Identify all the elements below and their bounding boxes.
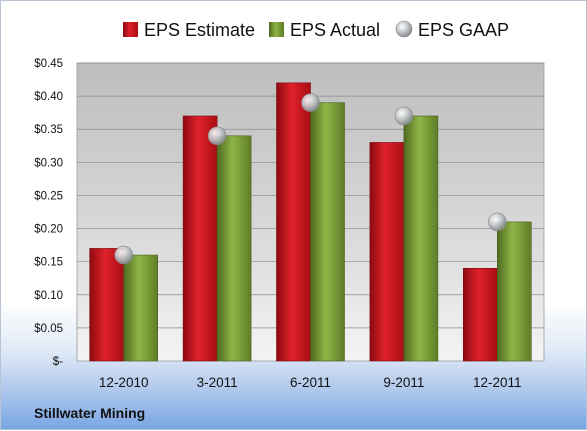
point-eps-gaap bbox=[301, 93, 320, 113]
legend: EPS Estimate EPS Actual EPS GAAP bbox=[123, 20, 509, 40]
legend-label-eps-estimate: EPS Estimate bbox=[144, 20, 255, 40]
legend-item-eps-gaap: EPS GAAP bbox=[395, 20, 509, 40]
y-tick-label: $- bbox=[53, 356, 63, 368]
legend-swatch-eps-gaap bbox=[395, 20, 413, 38]
y-tick-label: $0.15 bbox=[34, 257, 63, 269]
x-tick-label: 12-2010 bbox=[99, 375, 149, 390]
y-tick-label: $0.40 bbox=[34, 91, 63, 103]
y-tick-label: $0.05 bbox=[34, 323, 63, 335]
point-eps-gaap bbox=[487, 212, 507, 232]
bar-eps-actual bbox=[216, 135, 252, 362]
legend-item-eps-actual: EPS Actual bbox=[269, 20, 380, 40]
bar-eps-estimate bbox=[462, 267, 498, 362]
bar-eps-estimate bbox=[276, 82, 311, 362]
legend-label-eps-gaap: EPS GAAP bbox=[418, 20, 509, 40]
y-tick-label: $0.10 bbox=[34, 290, 63, 302]
gaap-points bbox=[114, 93, 507, 265]
bar-eps-estimate bbox=[182, 115, 218, 362]
x-tick-label: 3-2011 bbox=[197, 375, 238, 390]
y-tick-label: $0.25 bbox=[34, 190, 63, 202]
y-tick-label: $0.45 bbox=[34, 58, 63, 70]
x-tick-label: 6-2011 bbox=[290, 375, 331, 390]
legend-label-eps-actual: EPS Actual bbox=[290, 20, 380, 40]
y-tick-label: $0.30 bbox=[34, 157, 63, 169]
point-eps-gaap bbox=[114, 245, 133, 265]
bar-eps-actual bbox=[403, 115, 439, 362]
bar-eps-actual bbox=[123, 254, 158, 362]
x-axis-labels: 12-2010 3-2011 6-2011 9-2011 12-2011 bbox=[99, 375, 522, 390]
legend-swatch-eps-estimate bbox=[123, 22, 138, 37]
bars bbox=[89, 82, 532, 362]
bar-eps-actual bbox=[310, 102, 345, 362]
bar-eps-estimate bbox=[89, 248, 124, 362]
x-tick-label: 12-2011 bbox=[473, 375, 522, 390]
point-eps-gaap bbox=[394, 106, 414, 126]
company-name: Stillwater Mining bbox=[34, 405, 145, 421]
legend-swatch-eps-actual bbox=[269, 22, 284, 37]
point-eps-gaap bbox=[207, 126, 227, 146]
y-axis-ticks: $- $0.05 $0.10 $0.15 $0.20 $0.25 $0.30 $0.35 $0.… bbox=[34, 58, 63, 368]
y-tick-label: $0.35 bbox=[34, 124, 63, 136]
legend-item-eps-estimate: EPS Estimate bbox=[123, 20, 255, 40]
bar-eps-actual bbox=[496, 221, 532, 362]
x-tick-label: 9-2011 bbox=[383, 375, 424, 390]
y-tick-label: $0.20 bbox=[34, 224, 63, 236]
bar-eps-estimate bbox=[369, 142, 405, 362]
